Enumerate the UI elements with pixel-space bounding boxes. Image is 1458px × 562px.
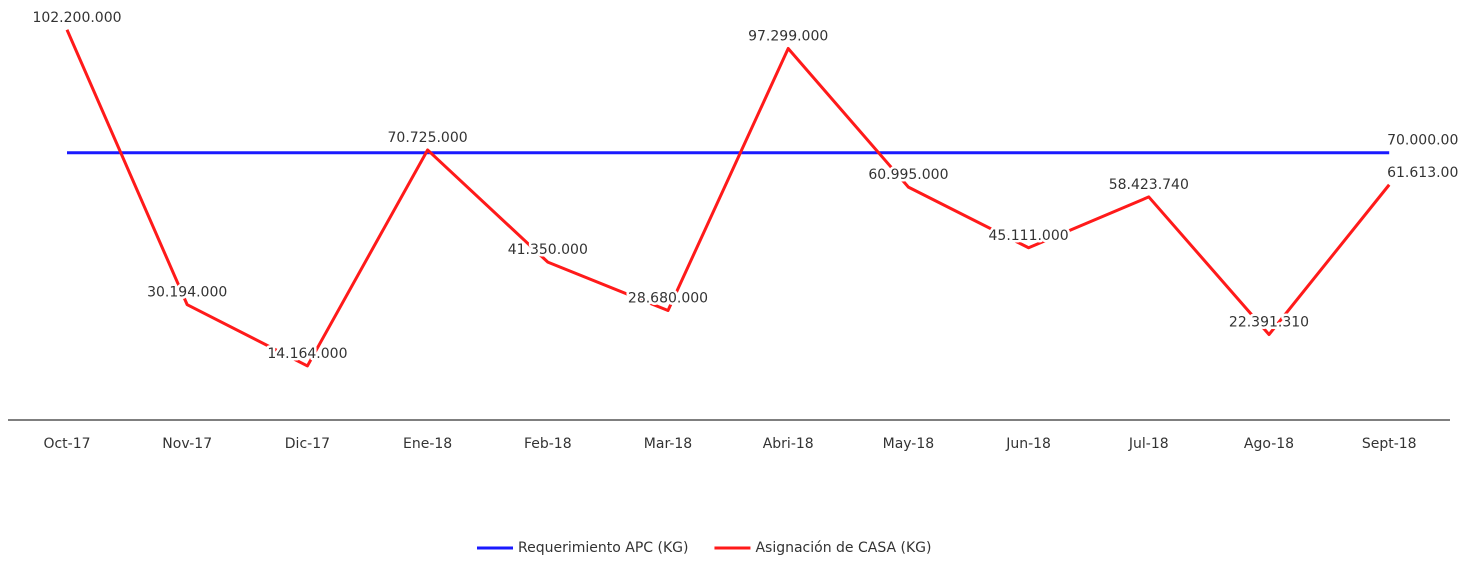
x-tick-label: Oct-17 bbox=[43, 436, 90, 452]
x-tick-label: Dic-17 bbox=[285, 436, 330, 452]
x-tick-label: Jul-18 bbox=[1128, 436, 1169, 452]
data-label: 97.299.000 bbox=[748, 28, 828, 44]
data-label: 58.423.740 bbox=[1109, 177, 1189, 193]
legend-label: Asignación de CASA (KG) bbox=[755, 540, 931, 556]
data-label: 41.350.000 bbox=[508, 242, 588, 258]
data-label: 70.000.000 bbox=[1387, 133, 1458, 149]
data-label: 60.995.000 bbox=[868, 167, 948, 183]
data-label: 14.164.000 bbox=[267, 346, 347, 362]
data-label: 22.391.310 bbox=[1229, 315, 1309, 331]
x-tick-label: Ago-18 bbox=[1244, 436, 1294, 452]
data-label: 30.194.000 bbox=[147, 285, 227, 301]
x-tick-label: Mar-18 bbox=[644, 436, 692, 452]
x-tick-label: Sept-18 bbox=[1362, 436, 1417, 452]
data-label: 45.111.000 bbox=[989, 228, 1069, 244]
x-tick-label: May-18 bbox=[883, 436, 935, 452]
x-tick-label: Feb-18 bbox=[524, 436, 572, 452]
x-tick-label: Nov-17 bbox=[162, 436, 212, 452]
legend-label: Requerimiento APC (KG) bbox=[518, 540, 688, 556]
data-label: 61.613.000 bbox=[1387, 165, 1458, 181]
x-tick-label: Abri-18 bbox=[763, 436, 814, 452]
x-tick-label: Ene-18 bbox=[403, 436, 452, 452]
x-tick-label: Jun-18 bbox=[1005, 436, 1051, 452]
data-label: 70.725.000 bbox=[388, 130, 468, 146]
data-label: 28.680.000 bbox=[628, 290, 708, 306]
line-series bbox=[65, 29, 1391, 368]
data-label: 102.200.000 bbox=[32, 10, 121, 26]
